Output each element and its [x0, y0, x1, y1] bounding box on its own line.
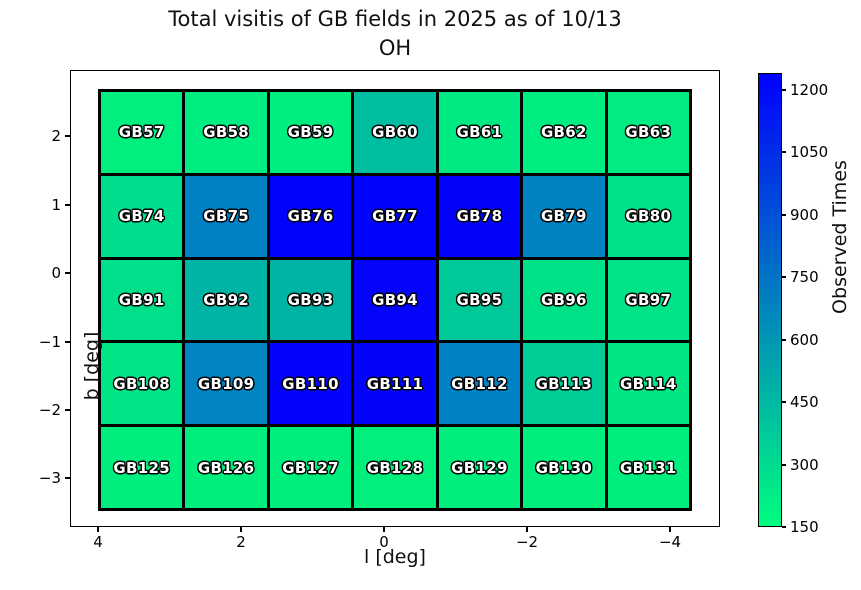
- colorbar-label: Observed Times: [829, 160, 851, 314]
- colorbar-tick-mark: [782, 339, 786, 341]
- heatmap-cell-GB58: GB58: [185, 92, 267, 173]
- heatmap-cell-GB109: GB109: [185, 343, 267, 425]
- colorbar-tick-label: 750: [790, 268, 819, 286]
- heatmap-cell-GB96: GB96: [523, 259, 605, 341]
- x-axis-label: l [deg]: [364, 546, 426, 568]
- colorbar-tick-label: 600: [790, 331, 819, 349]
- y-tick-label: 2: [51, 127, 61, 145]
- chart-title-line2: OH: [378, 36, 412, 60]
- colorbar-tick-mark: [782, 214, 786, 216]
- x-tick-mark: [97, 527, 99, 532]
- x-tick-mark: [383, 527, 385, 532]
- heatmap-cell-GB62: GB62: [523, 92, 605, 173]
- heatmap-cell-GB63: GB63: [607, 92, 689, 173]
- heatmap-cell-GB126: GB126: [185, 427, 267, 508]
- heatmap-cell-GB92: GB92: [185, 259, 267, 341]
- y-tick-label: −2: [38, 401, 61, 419]
- y-tick-mark: [65, 204, 70, 206]
- heatmap-cell-GB78: GB78: [438, 175, 521, 257]
- y-tick-mark: [65, 341, 70, 343]
- heatmap-cell-GB129: GB129: [438, 427, 521, 508]
- x-tick-mark: [526, 527, 528, 532]
- heatmap-cell-GB95: GB95: [438, 259, 521, 341]
- heatmap-cell-GB74: GB74: [101, 175, 183, 257]
- heatmap-cell-GB128: GB128: [354, 427, 436, 508]
- heatmap-cell-GB113: GB113: [523, 343, 605, 425]
- colorbar-tick-label: 1200: [790, 81, 829, 99]
- x-tick-mark: [669, 527, 671, 532]
- heatmap-cell-GB75: GB75: [185, 175, 267, 257]
- y-tick-label: 0: [51, 264, 61, 282]
- y-tick-label: −3: [38, 469, 61, 487]
- colorbar-tick-mark: [782, 401, 786, 403]
- heatmap-cell-GB108: GB108: [101, 343, 183, 425]
- x-tick-label: 2: [236, 533, 246, 551]
- heatmap-cell-GB57: GB57: [101, 92, 183, 173]
- heatmap-cell-GB94: GB94: [354, 259, 436, 341]
- heatmap-cell-GB130: GB130: [523, 427, 605, 508]
- colorbar-tick-label: 1050: [790, 143, 829, 161]
- heatmap-cell-GB97: GB97: [607, 259, 689, 341]
- colorbar-tick-mark: [782, 276, 786, 278]
- heatmap-cell-GB127: GB127: [269, 427, 352, 508]
- x-tick-label: −2: [515, 533, 539, 551]
- colorbar-tick-mark: [782, 464, 786, 466]
- colorbar-tick-label: 150: [790, 518, 819, 536]
- heatmap-cell-GB80: GB80: [607, 175, 689, 257]
- y-tick-mark: [65, 409, 70, 411]
- y-tick-label: −1: [38, 333, 61, 351]
- y-tick-mark: [65, 272, 70, 274]
- x-tick-label: −4: [658, 533, 682, 551]
- heatmap-cell-GB111: GB111: [354, 343, 436, 425]
- heatmap-cell-GB125: GB125: [101, 427, 183, 508]
- chart-title: Total visitis of GB fields in 2025 as of…: [70, 5, 720, 63]
- colorbar-tick-label: 900: [790, 206, 819, 224]
- heatmap-cell-GB79: GB79: [523, 175, 605, 257]
- heatmap-cell-GB112: GB112: [438, 343, 521, 425]
- heatmap-cell-GB60: GB60: [354, 92, 436, 173]
- heatmap-cell-GB76: GB76: [269, 175, 352, 257]
- heatmap-cell-GB61: GB61: [438, 92, 521, 173]
- heatmap-cell-GB93: GB93: [269, 259, 352, 341]
- colorbar-tick-mark: [782, 526, 786, 528]
- plot-area: GB57 GB58 GB59 GB60 GB61 GB62 GB63 GB74 GB75 GB76…: [39, 70, 720, 551]
- colorbar-tick-label: 300: [790, 456, 819, 474]
- colorbar-tick-mark: [782, 151, 786, 153]
- heatmap-grid: GB57 GB58 GB59 GB60 GB61 GB62 GB63 GB74 GB75 GB76…: [98, 89, 692, 511]
- colorbar-tick-label: 450: [790, 393, 819, 411]
- y-tick-mark: [65, 477, 70, 479]
- y-axis-label: b [deg]: [81, 331, 103, 401]
- chart-title-line1: Total visitis of GB fields in 2025 as of…: [168, 7, 622, 31]
- y-tick-label: 1: [51, 196, 61, 214]
- colorbar-gradient: [758, 73, 782, 527]
- x-tick-label: 0: [379, 533, 389, 551]
- heatmap-cell-GB114: GB114: [607, 343, 689, 425]
- heatmap-cell-GB59: GB59: [269, 92, 352, 173]
- heatmap-cell-GB77: GB77: [354, 175, 436, 257]
- colorbar-tick-mark: [782, 89, 786, 91]
- heatmap-cell-GB110: GB110: [269, 343, 352, 425]
- heatmap-cell-GB91: GB91: [101, 259, 183, 341]
- x-tick-mark: [240, 527, 242, 532]
- heatmap-cell-GB131: GB131: [607, 427, 689, 508]
- y-tick-mark: [65, 135, 70, 137]
- x-tick-label: 4: [93, 533, 103, 551]
